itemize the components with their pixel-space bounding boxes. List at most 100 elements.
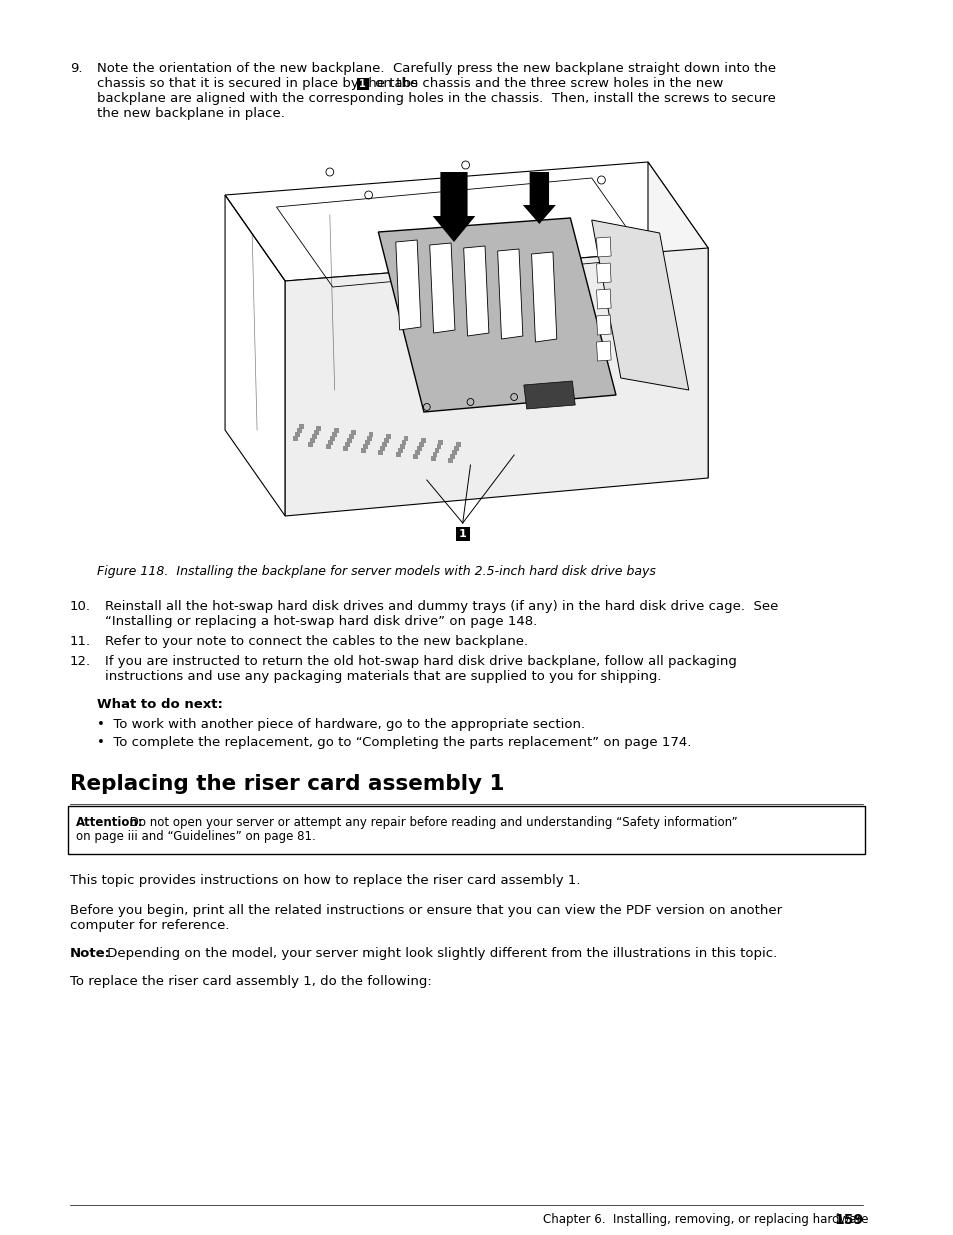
Bar xyxy=(420,438,425,443)
Bar xyxy=(384,438,389,443)
Bar xyxy=(328,440,333,445)
Text: Reinstall all the hot-swap hard disk drives and dummy trays (if any) in the hard: Reinstall all the hot-swap hard disk dri… xyxy=(105,600,778,613)
Bar xyxy=(448,458,453,463)
Text: This topic provides instructions on how to replace the riser card assembly 1.: This topic provides instructions on how … xyxy=(70,874,579,887)
Polygon shape xyxy=(596,341,611,361)
Text: •  To complete the replacement, go to “Completing the parts replacement” on page: • To complete the replacement, go to “Co… xyxy=(97,736,691,748)
Bar xyxy=(435,448,439,453)
Text: Before you begin, print all the related instructions or ensure that you can view: Before you begin, print all the related … xyxy=(70,904,781,918)
Bar xyxy=(308,442,313,447)
Text: computer for reference.: computer for reference. xyxy=(70,919,229,932)
Text: backplane are aligned with the corresponding holes in the chassis.  Then, instal: backplane are aligned with the correspon… xyxy=(97,91,775,105)
Polygon shape xyxy=(522,172,556,224)
Text: “Installing or replacing a hot-swap hard disk drive” on page 148.: “Installing or replacing a hot-swap hard… xyxy=(105,615,537,629)
Bar xyxy=(312,433,317,438)
Bar xyxy=(310,438,314,443)
Bar xyxy=(395,452,400,457)
Text: 159: 159 xyxy=(833,1213,862,1228)
Bar xyxy=(315,426,321,431)
Text: Replacing the riser card assembly 1: Replacing the riser card assembly 1 xyxy=(70,774,504,794)
Text: What to do next:: What to do next: xyxy=(97,698,223,711)
Bar xyxy=(401,440,406,445)
Text: Chapter 6.  Installing, removing, or replacing hardware: Chapter 6. Installing, removing, or repl… xyxy=(542,1213,868,1226)
Bar xyxy=(454,446,458,451)
FancyBboxPatch shape xyxy=(356,78,368,90)
Bar xyxy=(436,445,441,450)
Polygon shape xyxy=(647,162,707,478)
Bar xyxy=(368,432,373,437)
Polygon shape xyxy=(596,315,611,335)
Polygon shape xyxy=(596,289,611,309)
Bar xyxy=(430,456,436,461)
Bar xyxy=(294,432,299,437)
FancyBboxPatch shape xyxy=(68,806,864,853)
Text: To replace the riser card assembly 1, do the following:: To replace the riser card assembly 1, do… xyxy=(70,974,431,988)
Polygon shape xyxy=(433,172,475,242)
Text: chassis so that it is secured in place by the tabs: chassis so that it is secured in place b… xyxy=(97,77,422,90)
Text: Depending on the model, your server might look slightly different from the illus: Depending on the model, your server migh… xyxy=(103,947,777,960)
Text: Note the orientation of the new backplane.  Carefully press the new backplane st: Note the orientation of the new backplan… xyxy=(97,62,776,75)
Bar xyxy=(380,446,385,451)
Bar xyxy=(330,436,335,441)
FancyBboxPatch shape xyxy=(456,527,469,541)
Polygon shape xyxy=(596,237,611,257)
Text: 1: 1 xyxy=(458,529,466,538)
Bar xyxy=(378,450,383,454)
Polygon shape xyxy=(395,240,420,330)
Bar xyxy=(452,450,456,454)
Polygon shape xyxy=(596,263,611,283)
Polygon shape xyxy=(463,246,488,336)
Text: the new backplane in place.: the new backplane in place. xyxy=(97,107,285,120)
Bar xyxy=(438,440,443,445)
Text: Refer to your note to connect the cables to the new backplane.: Refer to your note to connect the cables… xyxy=(105,635,527,648)
Bar xyxy=(351,430,355,435)
Bar xyxy=(345,442,350,447)
Bar xyxy=(334,429,338,433)
Bar xyxy=(386,433,391,438)
Bar xyxy=(413,454,417,459)
Bar xyxy=(347,438,352,443)
Bar xyxy=(360,448,365,453)
Bar xyxy=(382,442,387,447)
Bar xyxy=(418,442,423,447)
Bar xyxy=(397,448,402,453)
Text: •  To work with another piece of hardware, go to the appropriate section.: • To work with another piece of hardware… xyxy=(97,718,584,731)
Text: 10.: 10. xyxy=(70,600,91,613)
Text: Do not open your server or attempt any repair before reading and understanding “: Do not open your server or attempt any r… xyxy=(126,816,737,829)
Bar xyxy=(366,436,371,441)
Bar xyxy=(326,445,331,450)
Polygon shape xyxy=(523,382,575,409)
Bar xyxy=(433,452,437,457)
Bar xyxy=(415,450,419,454)
Bar xyxy=(403,436,408,441)
Bar xyxy=(399,445,404,450)
Polygon shape xyxy=(531,252,557,342)
Polygon shape xyxy=(591,220,688,390)
Text: Note:: Note: xyxy=(70,947,111,960)
Bar xyxy=(416,446,421,451)
Text: 9.: 9. xyxy=(70,62,82,75)
Bar xyxy=(296,429,301,433)
Text: 11.: 11. xyxy=(70,635,91,648)
Bar xyxy=(349,433,354,438)
Bar xyxy=(298,424,303,429)
Text: Figure 118.  Installing the backplane for server models with 2.5-inch hard disk : Figure 118. Installing the backplane for… xyxy=(97,564,656,578)
Polygon shape xyxy=(285,248,707,516)
Text: If you are instructed to return the old hot-swap hard disk drive backplane, foll: If you are instructed to return the old … xyxy=(105,655,736,668)
Text: on the chassis and the three screw holes in the new: on the chassis and the three screw holes… xyxy=(370,77,722,90)
Polygon shape xyxy=(497,249,522,338)
Text: on page iii and “Guidelines” on page 81.: on page iii and “Guidelines” on page 81. xyxy=(75,830,315,844)
Bar xyxy=(332,432,336,437)
Bar xyxy=(293,436,297,441)
Bar xyxy=(362,445,367,450)
Text: instructions and use any packaging materials that are supplied to you for shippi: instructions and use any packaging mater… xyxy=(105,671,660,683)
Polygon shape xyxy=(429,243,455,333)
Text: 12.: 12. xyxy=(70,655,91,668)
Bar xyxy=(456,442,460,447)
Text: 1: 1 xyxy=(359,79,366,89)
Bar xyxy=(314,430,319,435)
Bar xyxy=(450,454,455,459)
Bar xyxy=(364,440,369,445)
Polygon shape xyxy=(378,219,616,412)
Text: Attention:: Attention: xyxy=(75,816,143,829)
